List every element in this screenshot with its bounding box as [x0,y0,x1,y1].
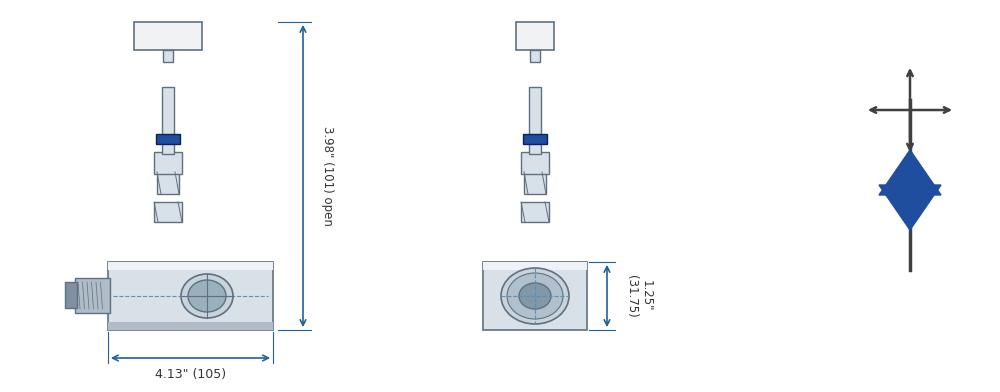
Ellipse shape [519,283,551,309]
Bar [516,22,554,50]
Bar [530,50,540,62]
Bar [156,134,180,144]
Bar [524,172,546,194]
Polygon shape [879,150,941,195]
Ellipse shape [507,273,563,319]
Bar [529,87,541,154]
Bar [108,322,273,330]
Bar [521,202,549,222]
Bar [523,134,547,144]
Polygon shape [879,185,941,230]
Text: 4.13" (105): 4.13" (105) [155,368,226,381]
Bar [157,172,179,194]
Ellipse shape [501,268,569,324]
Bar [483,262,587,330]
Bar [108,262,273,270]
Bar [134,22,202,50]
Text: 1.25"
(31.75): 1.25" (31.75) [625,275,653,318]
Bar [521,152,549,174]
Bar [483,262,587,270]
Bar [108,262,273,330]
Bar [154,152,182,174]
Bar [162,87,174,154]
Bar [163,50,173,62]
Ellipse shape [188,280,226,312]
Bar [65,282,77,308]
Text: 3.98" (101) open: 3.98" (101) open [321,126,334,226]
Ellipse shape [181,274,233,318]
Bar [75,278,110,313]
Bar [154,202,182,222]
